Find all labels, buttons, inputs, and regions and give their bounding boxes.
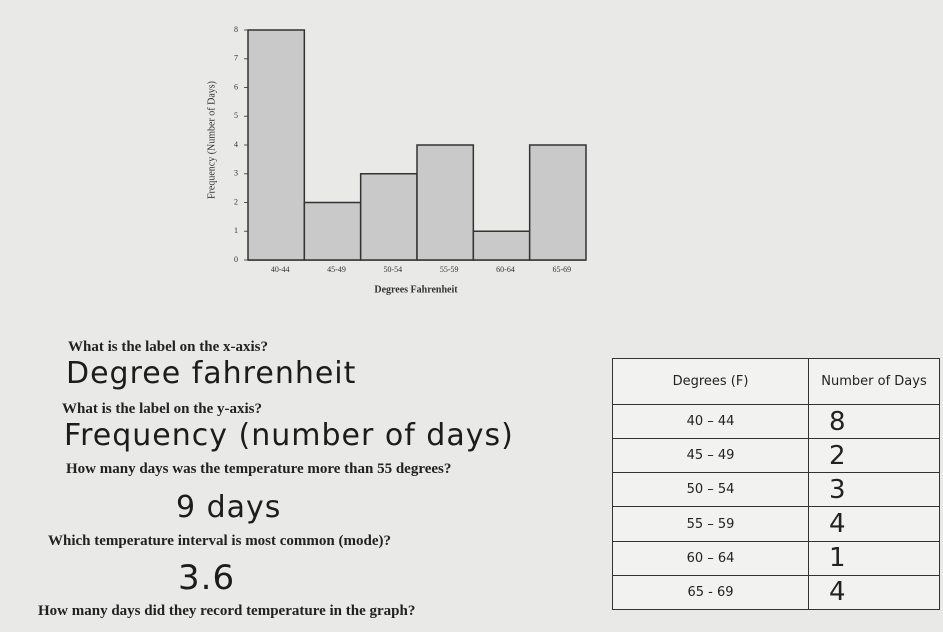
cell: 4 bbox=[808, 574, 940, 611]
question: Which temperature interval is most commo… bbox=[48, 533, 391, 549]
y-tick-label: 8 bbox=[234, 25, 238, 34]
question: What is the label on the x-axis? bbox=[68, 339, 269, 355]
y-tick-label: 3 bbox=[234, 169, 238, 178]
cell: 2 bbox=[808, 438, 940, 474]
header-cell: Degrees (F) bbox=[612, 358, 809, 405]
y-tick-label: 7 bbox=[234, 54, 238, 63]
cell: 65 - 69 bbox=[612, 574, 809, 611]
x-tick-label: 60-64 bbox=[496, 265, 515, 274]
bar bbox=[416, 144, 475, 261]
bar bbox=[247, 29, 306, 261]
x-tick-label: 65-69 bbox=[552, 265, 571, 274]
y-tick-label: 1 bbox=[234, 226, 238, 235]
cell: 40 – 44 bbox=[612, 403, 809, 440]
header-cell: Number of Days bbox=[808, 358, 940, 405]
x-tick-label: 50-54 bbox=[383, 265, 402, 274]
cell: 45 – 49 bbox=[612, 438, 809, 474]
cell: 60 – 64 bbox=[612, 540, 809, 576]
frequency-table: Degrees (F) Number of Days 40 – 44 8 45 – … bbox=[612, 358, 940, 611]
cell: 3 bbox=[808, 472, 940, 508]
y-tick-label: 5 bbox=[234, 111, 238, 120]
question: What is the label on the y-axis? bbox=[62, 401, 263, 417]
bar bbox=[528, 144, 587, 261]
bar bbox=[472, 230, 531, 261]
answer: Degree fahrenheit bbox=[66, 356, 357, 391]
x-tick-label: 40-44 bbox=[271, 265, 290, 274]
y-tick-label: 6 bbox=[234, 82, 238, 91]
x-tick-label: 55-59 bbox=[440, 265, 459, 274]
cell: 55 – 59 bbox=[612, 506, 809, 542]
question: How many days did they record temperatur… bbox=[38, 603, 416, 619]
cell: 1 bbox=[808, 540, 940, 576]
x-tick-label: 45-49 bbox=[327, 265, 346, 274]
x-axis-label: Degrees Fahrenheit bbox=[374, 284, 458, 295]
bar bbox=[359, 173, 418, 261]
answer: 9 days bbox=[176, 490, 282, 525]
answer: 3.6 bbox=[178, 558, 236, 598]
y-tick-label: 4 bbox=[234, 140, 238, 149]
bar bbox=[303, 201, 362, 261]
histogram: 0 1 2 3 4 5 6 7 8 40-44 45-49 50-54 55-59 60-64 65-69 D… bbox=[206, 25, 587, 295]
y-tick-label: 2 bbox=[234, 197, 238, 206]
cell: 50 – 54 bbox=[612, 472, 809, 508]
y-tick-label: 0 bbox=[234, 255, 238, 264]
y-axis-label: Frequency (Number of Days) bbox=[206, 81, 217, 199]
cell: 8 bbox=[808, 403, 940, 440]
cell: 4 bbox=[808, 506, 940, 542]
question: How many days was the temperature more t… bbox=[66, 461, 452, 477]
answer: Frequency (number of days) bbox=[64, 418, 514, 453]
